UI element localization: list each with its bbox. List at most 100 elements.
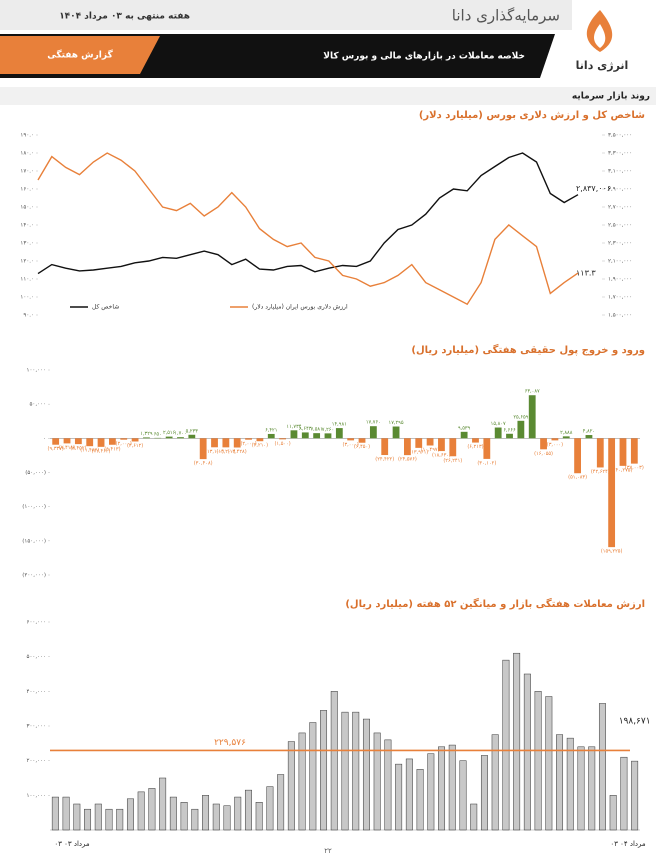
- y2-tick-label: ۲,۷۰۰,۰۰۰: [608, 205, 632, 211]
- data-label: (۶,۴۵۰): [354, 444, 370, 450]
- data-label: ۶۳,۰۸۷: [525, 389, 540, 395]
- bar: [310, 723, 316, 830]
- bar: [149, 788, 155, 830]
- y-tick-label: ۱۶۰.۰: [20, 187, 34, 193]
- bar: [608, 438, 615, 547]
- bar: [213, 804, 219, 830]
- bar: [620, 438, 627, 466]
- data-label: (۵۱,۰۸۳): [568, 475, 587, 481]
- bar: [224, 806, 230, 830]
- bar: [299, 733, 305, 830]
- data-label: ۱۴,۹۸۱: [332, 422, 347, 428]
- bar: [222, 438, 229, 447]
- y-tick-label: ۱۵۰.۰: [20, 205, 34, 211]
- data-label: (۶,۲۱۳): [467, 444, 483, 450]
- bar: [406, 759, 412, 830]
- data-label: ۶,۶۶۶: [503, 427, 516, 433]
- bar: [393, 427, 400, 439]
- data-label: ۱۱۳.۳: [576, 269, 596, 278]
- y-tick-label: ۱۸۰.۰: [20, 151, 34, 157]
- data-label: ۱۵,۸۰۷: [491, 421, 506, 427]
- y-tick-label: ۱۰۰.۰: [20, 295, 34, 301]
- legend-label: شاخص کل: [92, 304, 119, 311]
- data-label: ۷,۲۶۰: [322, 427, 334, 433]
- data-label: (۲۴,۴۲۲): [375, 457, 394, 463]
- bar: [127, 799, 133, 830]
- bar: [331, 691, 337, 830]
- bar: [578, 747, 584, 830]
- bar: [84, 809, 90, 830]
- bar: [574, 438, 581, 473]
- data-label: (۳۰,۱۰۲): [477, 460, 496, 466]
- bar: [159, 778, 165, 830]
- bar: [342, 712, 348, 830]
- data-label: (۴,۲۱۰): [252, 443, 268, 449]
- y-tick-label: ۹۰.۰: [23, 313, 34, 319]
- bar: [524, 674, 530, 830]
- data-label: ۱۷,۷۶۰: [366, 420, 381, 426]
- bar: [395, 764, 401, 830]
- bar: [347, 438, 354, 440]
- header-subtitle: خلاصه معاملات در بازارهای مالی و بورس کا…: [323, 52, 525, 62]
- y-tick-label: ۱۰۰,۰۰۰: [27, 793, 46, 799]
- bar: [472, 438, 479, 442]
- bar: [181, 802, 187, 830]
- bar: [535, 691, 541, 830]
- bar: [325, 433, 332, 438]
- y-tick-label: ۲۰۰,۰۰۰: [27, 758, 46, 764]
- y2-tick-label: ۱,۵۰۰,۰۰۰: [608, 313, 632, 319]
- y2-tick-label: ۲,۵۰۰,۰۰۰: [608, 223, 632, 229]
- bar: [353, 712, 359, 830]
- bar: [75, 438, 82, 444]
- chart-title: ارزش معاملات هفتگی بازار و میانگین ۵۲ هف…: [345, 597, 645, 610]
- bar: [481, 755, 487, 830]
- bar: [117, 809, 123, 830]
- bar: [192, 809, 198, 830]
- bar: [63, 797, 69, 830]
- bar: [313, 433, 320, 438]
- bar: [95, 804, 101, 830]
- bar: [599, 703, 605, 830]
- bar: [320, 710, 326, 830]
- y-tick-label: ۱۱۰.۰: [20, 277, 34, 283]
- data-label: (۱,۵۰۰): [274, 441, 290, 447]
- bar: [245, 790, 251, 830]
- bar: [597, 438, 604, 467]
- bar: [471, 804, 477, 830]
- chart-title: ورود و خروج پول حقیقی هفتگی (میلیارد ریا…: [411, 343, 645, 356]
- y2-tick-label: ۳,۱۰۰,۰۰۰: [608, 169, 632, 175]
- data-label: (۴,۶۱۲): [127, 443, 143, 449]
- x-axis-label: ۰۳ مرداد ۰۴: [610, 840, 646, 848]
- bar: [631, 438, 638, 463]
- bar: [427, 438, 434, 445]
- y-tick-label: ۱۹۰.۰: [20, 133, 34, 139]
- bar: [256, 802, 262, 830]
- bar: [428, 754, 434, 830]
- data-label: (۱۵۹,۲۲۵): [601, 549, 623, 555]
- series-line: [38, 153, 578, 274]
- bar: [166, 437, 173, 439]
- bar: [235, 797, 241, 830]
- chart-title: شاخص کل و ارزش دلاری بورس (میلیارد دلار): [419, 110, 645, 121]
- y2-tick-label: ۲,۳۰۰,۰۰۰: [608, 241, 632, 247]
- bar: [567, 738, 573, 830]
- data-label: ۶۵۰: [154, 431, 162, 437]
- bar: [552, 438, 559, 440]
- bar: [589, 747, 595, 830]
- data-label: ۲۵,۶۵۹: [513, 414, 528, 420]
- data-label: ۲,۸۳۷,۰۰۶: [576, 184, 611, 193]
- section-band: [0, 87, 656, 105]
- report-type: گزارش هفتگی: [47, 49, 113, 61]
- bar: [177, 437, 184, 438]
- y-tick-label: ۳۰۰,۰۰۰: [27, 724, 46, 730]
- bar: [563, 436, 570, 438]
- data-label: (۳,۰۰۰): [547, 442, 563, 448]
- bar: [302, 432, 309, 438]
- bar: [64, 438, 71, 443]
- bar: [359, 438, 366, 442]
- data-label: ۶,۴۲۱: [265, 427, 277, 433]
- y-tick-label: ۱۴۰.۰: [20, 223, 34, 229]
- company-name: سرمایه‌گذاری دانا: [452, 7, 560, 25]
